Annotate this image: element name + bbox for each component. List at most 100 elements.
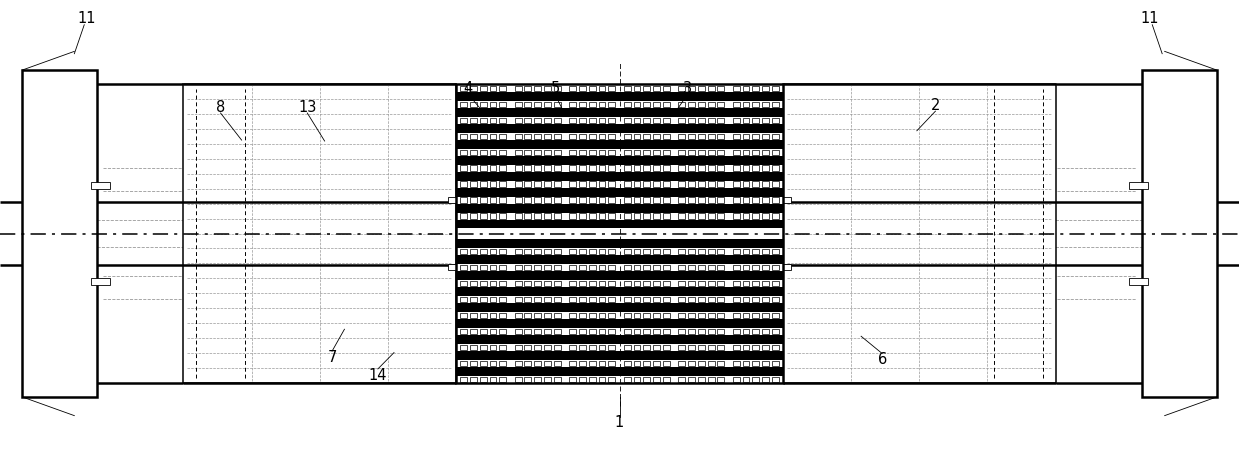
Bar xyxy=(479,329,487,334)
Bar xyxy=(663,118,670,123)
Bar xyxy=(489,118,497,123)
Bar xyxy=(589,85,596,91)
Bar xyxy=(579,101,586,107)
Bar xyxy=(569,85,576,91)
Bar xyxy=(762,118,769,123)
Bar xyxy=(470,265,477,270)
Bar xyxy=(514,101,522,107)
Bar xyxy=(456,271,783,287)
Bar xyxy=(717,281,725,286)
Bar xyxy=(762,165,769,171)
Text: 6: 6 xyxy=(877,352,887,367)
Bar xyxy=(698,377,705,382)
Bar xyxy=(608,345,616,350)
Bar xyxy=(633,101,641,107)
Bar xyxy=(752,265,760,270)
Bar xyxy=(742,345,750,350)
Bar xyxy=(732,265,740,270)
Bar xyxy=(643,213,650,219)
Bar xyxy=(663,101,670,107)
Bar xyxy=(470,182,477,187)
Bar xyxy=(752,165,760,171)
Bar xyxy=(643,249,650,254)
Bar xyxy=(643,345,650,350)
Bar xyxy=(762,213,769,219)
Bar xyxy=(569,118,576,123)
Bar xyxy=(456,351,783,367)
Bar xyxy=(762,361,769,366)
Bar xyxy=(608,329,616,334)
Bar xyxy=(608,182,616,187)
Bar xyxy=(772,249,779,254)
Bar xyxy=(717,361,725,366)
Bar xyxy=(489,313,497,318)
Bar xyxy=(489,281,497,286)
Bar xyxy=(678,85,685,91)
Bar xyxy=(524,165,532,171)
Text: 11: 11 xyxy=(1141,11,1158,26)
Bar xyxy=(499,118,507,123)
Bar xyxy=(499,198,507,203)
Bar xyxy=(752,313,760,318)
Bar xyxy=(554,198,561,203)
Bar xyxy=(678,118,685,123)
Bar xyxy=(717,198,725,203)
Bar xyxy=(742,377,750,382)
Bar xyxy=(456,133,783,140)
Bar xyxy=(653,361,660,366)
Bar xyxy=(569,165,576,171)
Bar xyxy=(489,265,497,270)
Bar xyxy=(698,149,705,155)
Bar xyxy=(663,297,670,302)
Bar xyxy=(678,101,685,107)
Bar xyxy=(579,265,586,270)
Bar xyxy=(579,345,586,350)
Bar xyxy=(678,249,685,254)
Bar xyxy=(470,345,477,350)
Bar xyxy=(544,281,551,286)
Bar xyxy=(589,198,596,203)
Bar xyxy=(732,361,740,366)
Bar xyxy=(762,377,769,382)
Bar xyxy=(456,164,783,180)
Bar xyxy=(633,345,641,350)
Bar xyxy=(479,101,487,107)
Bar xyxy=(698,101,705,107)
Bar xyxy=(499,182,507,187)
Bar xyxy=(633,149,641,155)
Text: 4: 4 xyxy=(463,81,473,96)
Bar xyxy=(1130,182,1147,189)
Bar xyxy=(456,180,783,196)
Bar xyxy=(698,313,705,318)
Bar xyxy=(762,249,769,254)
Text: 3: 3 xyxy=(683,81,693,96)
Bar xyxy=(534,281,541,286)
Bar xyxy=(449,197,463,203)
Bar xyxy=(554,281,561,286)
Bar xyxy=(633,249,641,254)
Bar xyxy=(579,213,586,219)
Bar xyxy=(589,345,596,350)
Bar xyxy=(524,281,532,286)
Bar xyxy=(698,329,705,334)
Bar xyxy=(742,149,750,155)
Bar xyxy=(688,182,695,187)
Bar xyxy=(752,118,760,123)
Bar xyxy=(456,212,783,228)
Bar xyxy=(717,265,725,270)
Bar xyxy=(752,297,760,302)
Bar xyxy=(698,182,705,187)
Bar xyxy=(742,134,750,139)
Bar xyxy=(678,329,685,334)
Bar xyxy=(717,213,725,219)
Bar xyxy=(456,132,783,148)
Bar xyxy=(678,198,685,203)
Bar xyxy=(598,361,606,366)
Bar xyxy=(732,329,740,334)
Bar xyxy=(499,134,507,139)
Bar xyxy=(633,85,641,91)
Bar xyxy=(688,377,695,382)
Bar xyxy=(663,198,670,203)
Bar xyxy=(598,198,606,203)
Bar xyxy=(554,182,561,187)
